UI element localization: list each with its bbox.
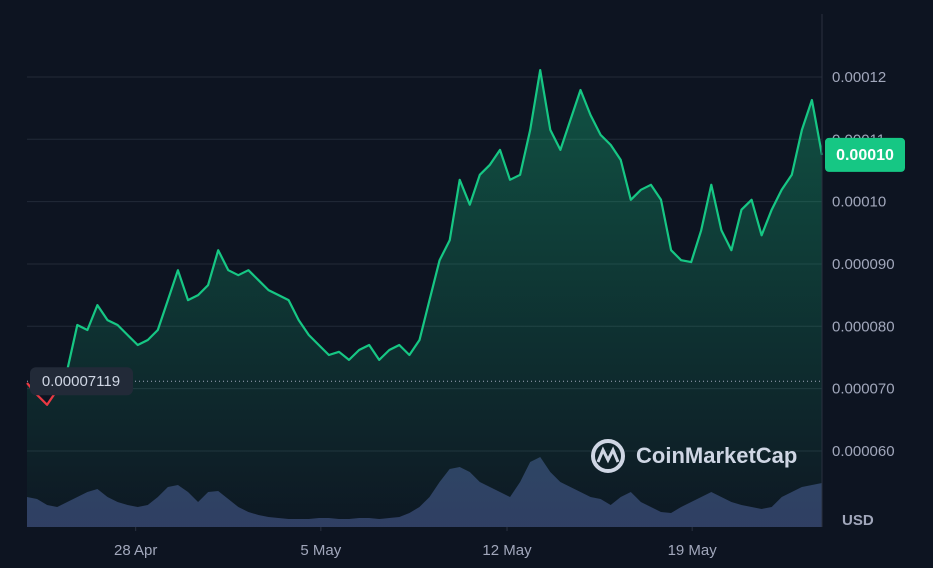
x-tick-label: 5 May <box>300 542 341 559</box>
price-line <box>26 69 824 406</box>
price-tag-box <box>825 137 905 172</box>
y-tick-label: 0.000060 <box>832 443 895 460</box>
unit-label: USD <box>842 512 874 529</box>
y-tick-label: 0.00012 <box>832 69 886 86</box>
y-tick-label: 0.000070 <box>832 381 895 398</box>
x-tick-label: 19 May <box>668 542 718 559</box>
y-tick-label: 0.000090 <box>832 256 895 273</box>
price-area <box>27 70 822 527</box>
y-tick-label: 0.000080 <box>832 318 895 335</box>
baseline-label-box <box>30 367 133 396</box>
x-tick-label: 12 May <box>482 542 532 559</box>
watermark-text: CoinMarketCap <box>636 443 797 468</box>
baseline-label: 0.00007119 <box>42 373 120 390</box>
price-tag: 0.00010 <box>836 147 894 164</box>
watermark: CoinMarketCap <box>591 439 797 473</box>
plot: 0.00007119 <box>26 69 824 527</box>
y-tick-label: 0.00010 <box>832 194 886 211</box>
x-tick-label: 28 Apr <box>114 542 157 559</box>
